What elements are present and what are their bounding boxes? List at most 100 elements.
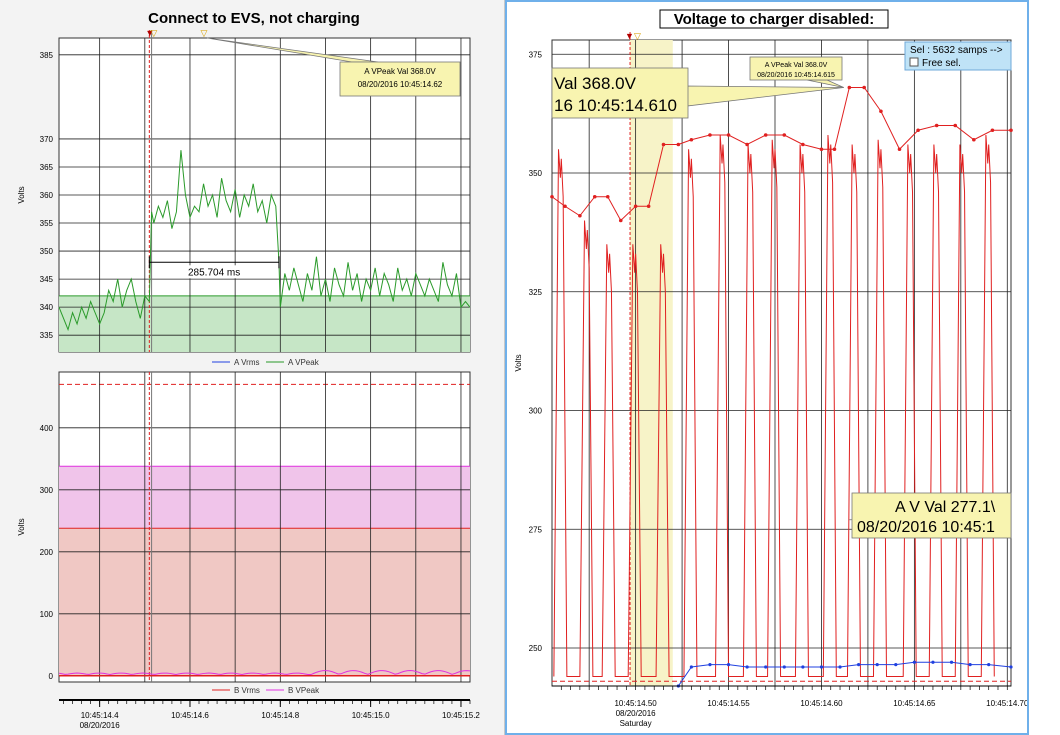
y-axis-label: Volts <box>514 354 523 371</box>
vpeak-point <box>972 137 976 142</box>
callout-line1: A VPeak Val 368.0V <box>364 67 436 76</box>
vpeak-point <box>633 204 638 209</box>
vpeak-point <box>550 194 554 199</box>
y-tick-label: 360 <box>40 191 54 200</box>
marker-open: ▽ <box>201 28 208 38</box>
y-tick-label: 200 <box>40 548 54 557</box>
selection-info-text: Sel : 5632 samps --> <box>910 45 1003 56</box>
vpeak-point <box>578 213 582 218</box>
vpeak-point <box>763 133 768 137</box>
right-chart-panel: Voltage to charger disabled: 250 275 300 325… <box>505 0 1029 735</box>
bottom-plot: 0 100 200 300 400 Volts B Vrms B VPeak <box>17 371 471 695</box>
vpeak-point <box>934 123 939 128</box>
vpeak-point <box>832 147 837 152</box>
vrms-point <box>1009 665 1013 669</box>
legend-label: B VPeak <box>288 686 320 695</box>
x-tick-label: 10:45:14.55 <box>707 699 750 708</box>
vrms-point <box>726 663 731 667</box>
vpeak-point <box>592 194 597 199</box>
vrms-point <box>838 665 842 669</box>
legend-label: A Vrms <box>234 358 259 367</box>
vrms-point <box>931 660 935 664</box>
y-tick-label: 335 <box>40 331 54 340</box>
right-plot: Voltage to charger disabled: 250 275 300 325… <box>514 9 1027 728</box>
x-tick-label: 10:45:14.60 <box>800 699 843 708</box>
y-tick-label: 300 <box>40 486 54 495</box>
vpeak-point <box>618 218 623 223</box>
vrms-point <box>875 663 879 667</box>
vpeak-point <box>745 142 749 147</box>
vpeak-point <box>676 142 681 147</box>
y-tick-label: 0 <box>49 672 54 681</box>
y-tick-label: 350 <box>40 247 54 256</box>
y-tick-label: 340 <box>40 303 54 312</box>
left-chart-title: Connect to EVS, not charging <box>148 10 360 27</box>
vrms-point <box>745 665 749 669</box>
y-axis-label: Volts <box>17 518 26 535</box>
callout-line2: 08/20/2016 10:45:14.615 <box>757 72 835 79</box>
series-a-vpeak <box>58 150 471 332</box>
callout-line2: 08/20/2016 10:45:14.62 <box>358 80 443 89</box>
marker-down: ▼ <box>625 31 634 41</box>
x-date-label: 08/20/2016 <box>616 709 657 718</box>
vpeak-point <box>726 133 731 137</box>
marker-down: ▼ <box>145 28 154 38</box>
y-axis-label: Volts <box>17 186 26 203</box>
vrms-point <box>819 665 824 669</box>
measurement-label: 285.704 ms <box>188 267 240 278</box>
x-tick-label: 10:45:14.4 <box>81 711 119 720</box>
legend-label: B Vrms <box>234 686 260 695</box>
callout-box <box>851 492 1012 539</box>
series-a-v <box>553 134 995 677</box>
vpeak-point <box>801 142 805 147</box>
x-tick-label: 10:45:15.0 <box>352 711 390 720</box>
x-tick-label: 10:45:15.2 <box>442 711 480 720</box>
callout-line2: 08/20/2016 10:45:1 <box>857 519 995 536</box>
callout-box <box>749 56 843 81</box>
title-box <box>659 9 889 29</box>
y-tick-label: 350 <box>529 169 543 178</box>
x-tick-label: 10:45:14.70 <box>986 699 1027 708</box>
series-b-vpeak <box>58 670 471 676</box>
x-tick-label: 10:45:14.8 <box>261 711 299 720</box>
b-vrms-band <box>59 528 470 676</box>
vpeak-point <box>879 109 883 114</box>
vpeak-point <box>990 128 995 133</box>
vpeak-point <box>563 204 567 209</box>
vrms-point <box>857 663 861 667</box>
vpeak-point <box>847 85 852 90</box>
x-tick-label: 10:45:14.6 <box>171 711 209 720</box>
vrms-point <box>708 663 712 667</box>
marker-open: ▽ <box>150 28 157 38</box>
y-tick-label: 345 <box>40 275 54 284</box>
vpeak-point <box>897 147 902 152</box>
callout-line1: A V Val 277.1\ <box>895 499 996 516</box>
left-chart-panel: Connect to EVS, not charging 335 340 345 35… <box>0 0 505 735</box>
vpeak-point <box>862 85 866 90</box>
vrms-point <box>801 665 805 669</box>
left-chart-svg: Connect to EVS, not charging 335 340 345 35… <box>17 10 480 730</box>
vrms-point <box>949 660 954 664</box>
right-chart-svg: Voltage to charger disabled: 250 275 300 325… <box>514 9 1027 728</box>
vrms-point <box>689 665 693 669</box>
y-tick-label: 370 <box>40 135 54 144</box>
vpeak-point <box>953 123 958 128</box>
marker-open: ▽ <box>634 31 641 41</box>
vpeak-point <box>605 194 610 199</box>
left-x-axis: 10:45:14.4 10:45:14.6 10:45:14.8 10:45:15.0… <box>59 699 480 730</box>
vpeak-point <box>1009 128 1013 133</box>
y-tick-label: 325 <box>529 288 543 297</box>
vpeak-point <box>689 137 694 142</box>
legend-label: A VPeak <box>288 358 320 367</box>
vpeak-point <box>661 142 666 147</box>
vpeak-point <box>916 128 920 133</box>
y-tick-label: 355 <box>40 219 54 228</box>
y-tick-label: 275 <box>529 525 543 534</box>
plot-area <box>551 39 1012 687</box>
vpeak-point <box>782 133 787 137</box>
vrms-point <box>764 665 768 669</box>
y-tick-label: 385 <box>40 51 54 60</box>
callout-line1: Val 368.0V <box>554 74 637 93</box>
b-vpeak-band <box>59 466 470 529</box>
y-tick-label: 400 <box>40 424 54 433</box>
